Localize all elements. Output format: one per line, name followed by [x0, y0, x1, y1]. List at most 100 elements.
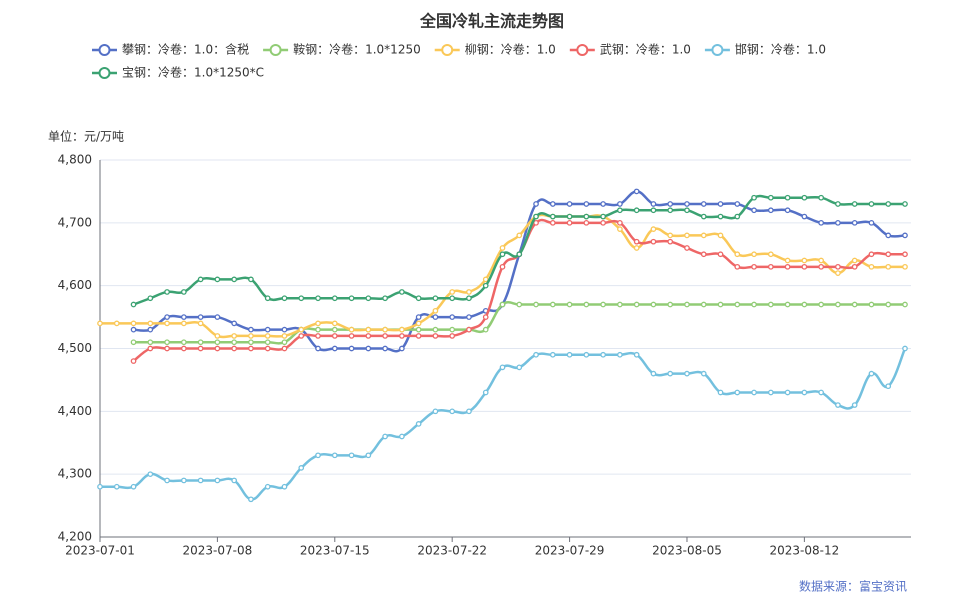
data-point [885, 201, 892, 207]
data-point [885, 301, 892, 308]
data-point [181, 339, 187, 346]
data-point [902, 263, 908, 270]
data-point [533, 351, 539, 358]
data-point [164, 289, 170, 295]
data-point [147, 326, 154, 333]
data-point [549, 301, 556, 308]
data-point [214, 276, 221, 283]
data-point [835, 219, 841, 226]
data-point [164, 339, 170, 346]
data-point [667, 301, 674, 308]
data-point [164, 320, 170, 327]
data-point [851, 201, 858, 207]
data-point [482, 314, 489, 320]
data-point [315, 333, 321, 339]
data-point [734, 263, 741, 270]
data-point [214, 314, 221, 320]
data-point [583, 219, 590, 226]
data-point [197, 339, 204, 346]
data-point [281, 326, 288, 333]
data-point [113, 320, 120, 327]
data-point [700, 213, 707, 220]
data-point [868, 251, 875, 258]
data-point [197, 314, 204, 320]
data-point [298, 295, 305, 302]
data-point [365, 345, 372, 352]
data-point [214, 333, 221, 339]
data-point [399, 433, 405, 440]
data-point [499, 364, 506, 371]
data-point [600, 201, 606, 207]
data-point [281, 483, 288, 490]
data-point [633, 207, 640, 214]
data-point [801, 301, 808, 308]
x-tick-label: 2023-08-05 [652, 544, 722, 558]
legend-label: 柳钢：冷卷：1.0 [465, 42, 556, 57]
data-point [482, 389, 489, 396]
data-point [851, 263, 858, 270]
data-point [348, 345, 355, 352]
data-point [147, 345, 154, 352]
data-point [499, 251, 506, 258]
data-point [382, 345, 388, 352]
data-point [784, 194, 791, 201]
data-point [214, 339, 221, 346]
data-point [767, 194, 774, 201]
data-point [583, 201, 590, 207]
data-point [382, 326, 388, 333]
data-point [902, 251, 908, 258]
legend-label: 武钢：冷卷：1.0 [600, 42, 691, 57]
data-point [650, 207, 657, 214]
data-point [734, 213, 741, 220]
data-point [617, 207, 623, 214]
data-point [449, 295, 456, 302]
data-point [399, 345, 405, 352]
data-point [533, 201, 539, 207]
data-point [466, 408, 472, 415]
data-point [751, 389, 757, 396]
data-point [231, 339, 238, 346]
chart-title: 全国冷轧主流走势图 [419, 12, 564, 31]
data-point [835, 270, 841, 276]
data-point [264, 483, 271, 490]
data-point [281, 295, 288, 302]
data-point [868, 263, 875, 270]
data-point [684, 232, 690, 239]
data-point [700, 232, 707, 239]
data-point [365, 295, 372, 302]
data-point [851, 301, 858, 308]
data-point [684, 370, 690, 377]
data-point [248, 339, 254, 346]
data-point [315, 345, 321, 352]
data-point [181, 477, 187, 484]
data-point [818, 219, 824, 226]
data-point [633, 351, 640, 358]
data-point [566, 213, 573, 220]
data-point [801, 213, 808, 220]
data-point [415, 295, 422, 302]
data-point [667, 238, 674, 245]
data-point [499, 301, 506, 308]
data-point [432, 326, 439, 333]
data-point [767, 389, 774, 396]
data-point [231, 276, 238, 283]
data-point [499, 263, 506, 270]
legend-marker [441, 44, 454, 56]
data-point [348, 452, 355, 459]
data-point [231, 345, 238, 352]
data-point [751, 301, 757, 308]
data-point [231, 477, 238, 484]
data-point [181, 289, 187, 295]
data-point [130, 483, 137, 490]
data-point [650, 301, 657, 308]
data-point [684, 245, 690, 251]
data-point [868, 301, 875, 308]
data-point [784, 257, 791, 264]
series-line [99, 347, 907, 501]
data-point [432, 307, 439, 314]
data-point [851, 402, 858, 408]
legend-marker [269, 44, 282, 56]
legend-marker [98, 67, 111, 79]
data-point [549, 213, 556, 220]
data-point [549, 219, 556, 226]
